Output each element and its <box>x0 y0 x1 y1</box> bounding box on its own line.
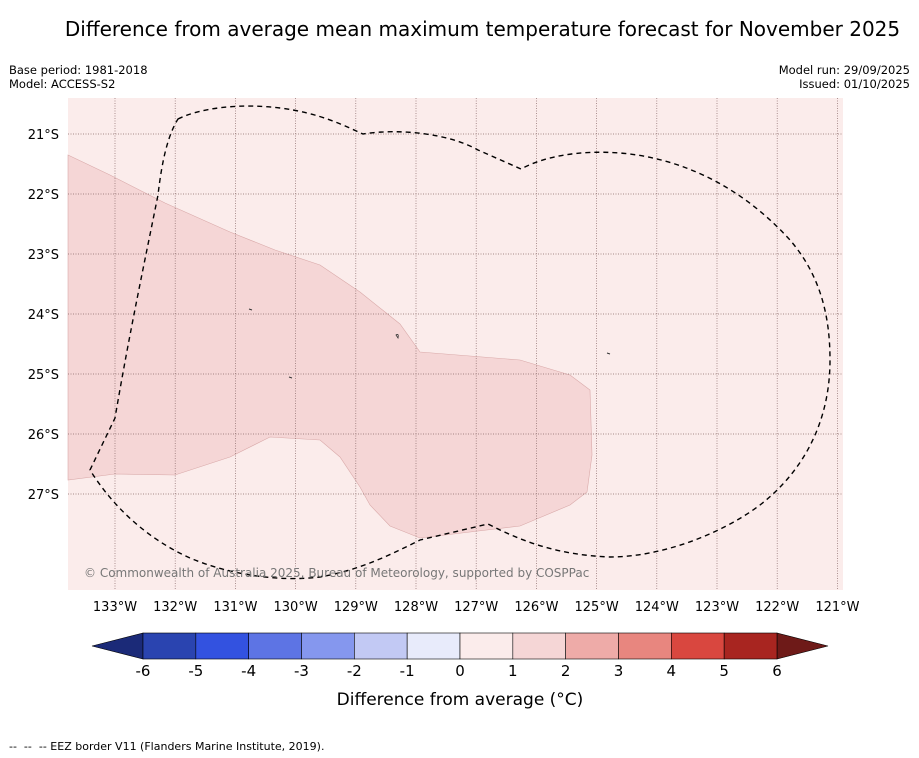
latitude-label: 23°S <box>28 248 59 263</box>
graticule <box>68 98 843 590</box>
colorbar-under-arrow <box>91 632 144 660</box>
colorbar-tick-label: 4 <box>667 662 677 680</box>
colorbar-segment <box>354 632 408 660</box>
colorbar-tick-label: 0 <box>455 662 465 680</box>
colorbar-segment <box>512 632 566 660</box>
colorbar-segment <box>406 632 461 660</box>
latitude-label: 27°S <box>28 488 59 503</box>
latitude-label: 26°S <box>28 428 59 443</box>
colorbar-segment <box>723 632 778 660</box>
map-title: Difference from average mean maximum tem… <box>64 17 901 41</box>
colorbar-segment <box>195 632 249 660</box>
latitude-labels: 21°S 22°S 23°S 24°S 25°S 26°S 27°S <box>28 128 59 503</box>
colorbar-tick-label: -2 <box>347 662 362 680</box>
longitude-label: 121°W <box>815 600 859 615</box>
island-marker <box>288 376 293 379</box>
longitude-label: 123°W <box>695 600 739 615</box>
colorbar-tick-label: 2 <box>561 662 571 680</box>
longitude-label: 124°W <box>635 600 679 615</box>
longitude-label: 130°W <box>274 600 318 615</box>
eez-border <box>89 105 831 580</box>
island-marker <box>248 308 253 311</box>
longitude-label: 133°W <box>93 600 137 615</box>
colorbar-segment <box>565 632 619 660</box>
longitude-labels: 133°W 132°W 131°W 130°W 129°W 128°W 127°W 126°W… <box>93 600 860 615</box>
model-name: Model: ACCESS-S2 <box>9 77 116 91</box>
longitude-label: 122°W <box>755 600 799 615</box>
latitude-label: 25°S <box>28 368 59 383</box>
latitude-label: 21°S <box>28 128 59 143</box>
colorbar-segment <box>459 632 514 660</box>
colorbar-ticks: -6 -5 -4 -3 -2 -1 0 1 2 3 4 5 6 <box>136 662 782 680</box>
eez-legend-footnote: -- -- -- EEZ border V11 (Flanders Marine… <box>9 740 325 753</box>
colorbar-over-arrow <box>776 632 829 660</box>
colorbar-segment <box>142 632 197 660</box>
model-run: Model run: 29/09/2025 <box>778 63 910 77</box>
copyright-text: © Commonwealth of Australia 2025, Bureau… <box>84 566 589 580</box>
colorbar-tick-label: -3 <box>294 662 309 680</box>
longitude-label: 125°W <box>575 600 619 615</box>
longitude-label: 132°W <box>153 600 197 615</box>
colorbar-tick-label: 1 <box>508 662 518 680</box>
colorbar-tick-label: 5 <box>719 662 729 680</box>
longitude-label: 131°W <box>213 600 257 615</box>
colorbar-tick-label: 3 <box>614 662 624 680</box>
colorbar-segment <box>248 632 302 660</box>
issued-date: Issued: 01/10/2025 <box>799 77 910 91</box>
meta-left: Base period: 1981-2018 Model: ACCESS-S2 <box>9 63 148 91</box>
colorbar <box>91 632 829 660</box>
latitude-label: 24°S <box>28 308 59 323</box>
anomaly-region-1-to-2 <box>67 154 593 539</box>
colorbar-tick-label: -5 <box>188 662 203 680</box>
colorbar-segment <box>618 632 672 660</box>
longitude-label: 128°W <box>394 600 438 615</box>
colorbar-title: Difference from average (°C) <box>337 690 584 710</box>
colorbar-tick-label: -4 <box>241 662 256 680</box>
base-period: Base period: 1981-2018 <box>9 63 148 77</box>
longitude-label: 126°W <box>514 600 558 615</box>
longitude-label: 129°W <box>334 600 378 615</box>
colorbar-tick-label: 6 <box>772 662 782 680</box>
island-marker <box>395 334 399 340</box>
colorbar-segment <box>671 632 725 660</box>
longitude-label: 127°W <box>454 600 498 615</box>
colorbar-segment <box>301 632 355 660</box>
meta-right: Model run: 29/09/2025 Issued: 01/10/2025 <box>779 63 910 91</box>
colorbar-tick-label: -1 <box>400 662 415 680</box>
latitude-label: 22°S <box>28 188 59 203</box>
island-marker <box>606 352 611 355</box>
colorbar-tick-label: -6 <box>136 662 151 680</box>
